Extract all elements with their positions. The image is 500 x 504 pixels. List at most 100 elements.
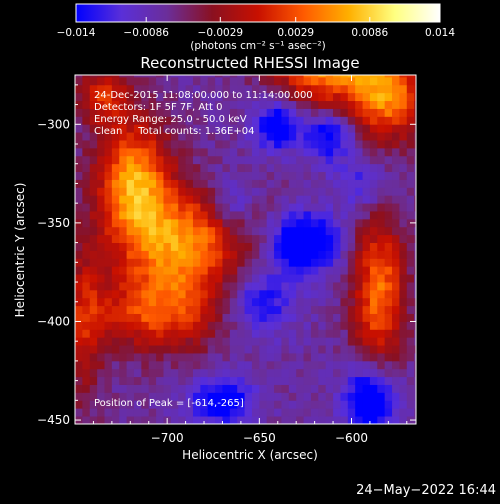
heatmap-cell — [82, 84, 91, 94]
heatmap-cell — [340, 258, 349, 267]
heatmap-cell — [185, 400, 194, 409]
heatmap-cell — [237, 163, 245, 173]
heatmap-cell — [251, 100, 260, 109]
heatmap-cell — [281, 305, 290, 314]
heatmap-cell — [207, 163, 216, 173]
heatmap-cell — [111, 132, 120, 141]
heatmap-cell — [104, 329, 113, 338]
heatmap-cell — [288, 297, 297, 307]
heatmap-cell — [89, 100, 98, 109]
heatmap-cell — [75, 368, 83, 378]
heatmap-cell — [104, 282, 113, 291]
heatmap-cell — [75, 116, 83, 125]
heatmap-cell — [318, 321, 327, 330]
heatmap-cell — [133, 353, 142, 362]
heatmap-cell — [163, 345, 172, 354]
heatmap-cell — [200, 187, 209, 196]
heatmap-cell — [126, 108, 135, 117]
heatmap-cell — [281, 218, 290, 228]
heatmap-cell — [82, 195, 91, 204]
heatmap-cell — [288, 132, 297, 141]
heatmap-cell — [170, 392, 179, 401]
heatmap-cell — [414, 297, 416, 307]
heatmap-cell — [414, 289, 416, 299]
heatmap-cell — [281, 384, 290, 393]
heatmap-cell — [399, 163, 408, 173]
heatmap-cell — [288, 274, 297, 283]
heatmap-cell — [82, 297, 91, 307]
heatmap-cell — [303, 211, 312, 220]
heatmap-cell — [303, 376, 312, 385]
heatmap-cell — [392, 353, 400, 362]
heatmap-cell — [414, 140, 416, 149]
heatmap-cell — [163, 282, 172, 291]
heatmap-cell — [318, 92, 327, 102]
heatmap-cell — [310, 416, 319, 424]
heatmap-cell — [274, 400, 282, 409]
heatmap-cell — [82, 187, 91, 196]
heatmap-cell — [340, 155, 349, 165]
heatmap-cell — [185, 203, 194, 212]
heatmap-cell — [244, 289, 253, 299]
heatmap-cell — [111, 179, 120, 188]
heatmap-cell — [259, 195, 268, 204]
heatmap-cell — [89, 195, 98, 204]
heatmap-cell — [222, 345, 231, 354]
heatmap-cell — [288, 100, 297, 109]
heatmap-cell — [178, 297, 186, 307]
heatmap-cell — [170, 155, 179, 165]
heatmap-cell — [89, 392, 98, 401]
heatmap-cell — [111, 282, 120, 291]
heatmap-cell — [377, 274, 386, 283]
heatmap-cell — [392, 337, 400, 346]
heatmap-cell — [185, 226, 194, 236]
heatmap-cell — [148, 289, 157, 299]
heatmap-cell — [119, 376, 128, 385]
heatmap-cell — [163, 140, 172, 149]
heatmap-cell — [281, 360, 290, 370]
heatmap-cell — [288, 250, 297, 259]
heatmap-cell — [384, 147, 393, 157]
heatmap-cell — [333, 76, 341, 86]
heatmap-cell — [148, 392, 157, 401]
heatmap-cell — [251, 92, 260, 102]
heatmap-cell — [229, 100, 238, 109]
heatmap-cell — [303, 368, 312, 378]
heatmap-cell — [244, 408, 253, 417]
heatmap-cell — [163, 203, 172, 212]
heatmap-cell — [111, 242, 120, 251]
heatmap-cell — [325, 337, 334, 346]
heatmap-cell — [355, 329, 363, 338]
heatmap-cell — [97, 376, 105, 385]
heatmap-cell — [126, 329, 135, 338]
heatmap-cell — [222, 305, 231, 314]
heatmap-cell — [377, 250, 386, 259]
heatmap-cell — [82, 108, 91, 117]
heatmap-cell — [156, 140, 164, 149]
heatmap-cell — [310, 408, 319, 417]
heatmap-cell — [274, 187, 282, 196]
heatmap-cell — [97, 171, 105, 180]
heatmap-cell — [75, 84, 83, 94]
heatmap-cell — [82, 274, 91, 283]
heatmap-cell — [111, 116, 120, 125]
heatmap-cell — [229, 76, 238, 86]
heatmap-cell — [288, 376, 297, 385]
heatmap-cell — [97, 100, 105, 109]
heatmap-cell — [362, 289, 371, 299]
heatmap-cell — [133, 140, 142, 149]
heatmap-cell — [406, 163, 415, 173]
heatmap-cell — [399, 392, 408, 401]
heatmap-cell — [303, 75, 312, 78]
heatmap-cell — [229, 75, 238, 78]
heatmap-cell — [310, 282, 319, 291]
heatmap-cell — [82, 329, 91, 338]
heatmap-cell — [377, 132, 386, 141]
heatmap-cell — [170, 368, 179, 378]
heatmap-cell — [126, 75, 135, 78]
heatmap-cell — [251, 305, 260, 314]
heatmap-cell — [141, 408, 150, 417]
heatmap-cell — [325, 226, 334, 236]
heatmap-cell — [133, 305, 142, 314]
heatmap-cell — [229, 195, 238, 204]
